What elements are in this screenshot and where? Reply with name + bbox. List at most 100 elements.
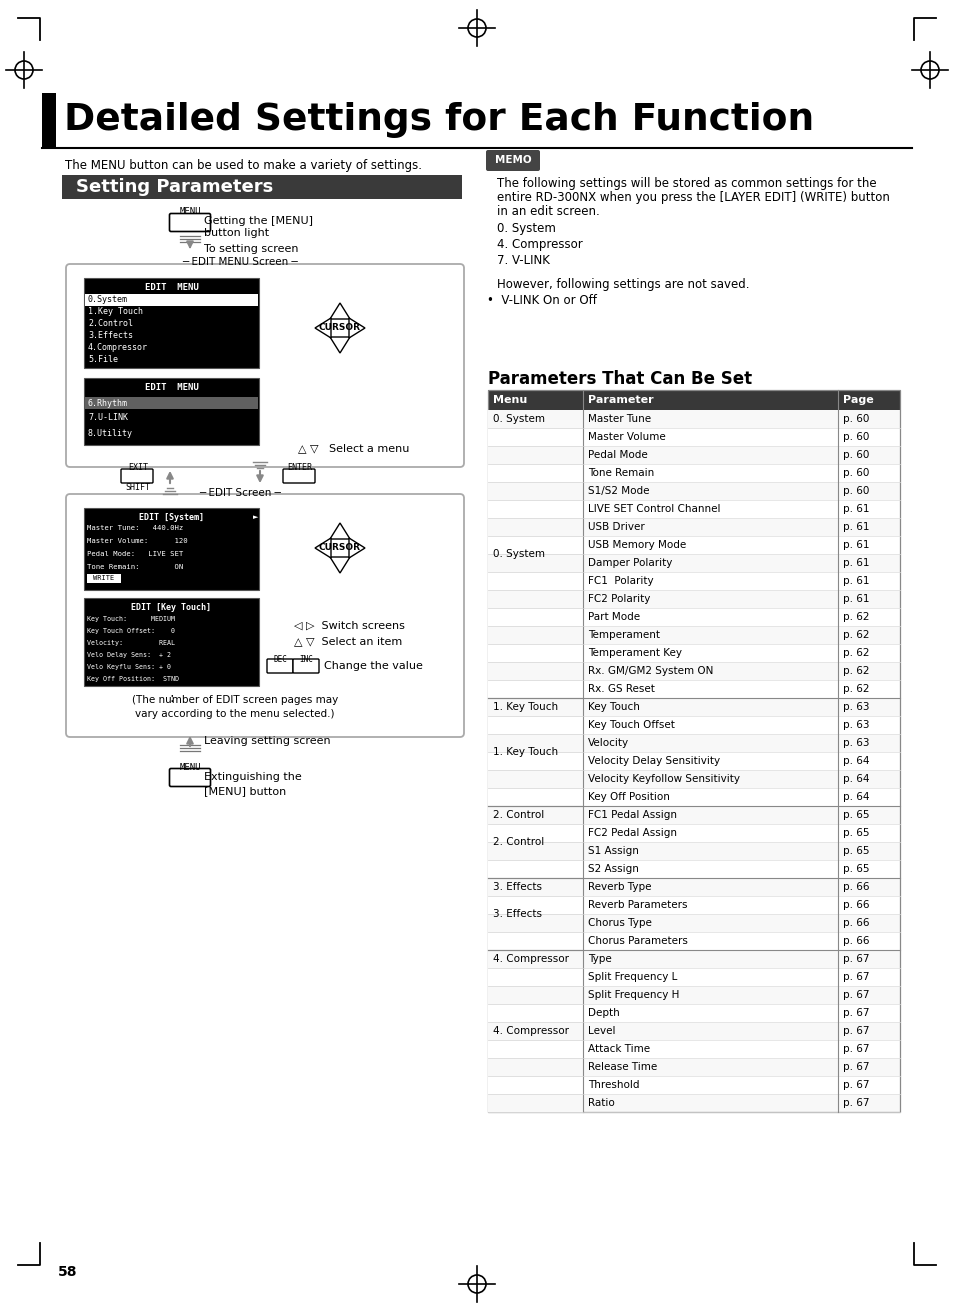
Bar [488,609,899,626]
Text: p. 61: p. 61 [842,539,868,550]
Text: ─ EDIT Screen ─: ─ EDIT Screen ─ [199,488,280,498]
Text: 3. Effects: 3. Effects [493,909,541,919]
Text: 6.Rhythm: 6.Rhythm [88,398,128,407]
Bar [488,788,582,806]
Text: Ratio: Ratio [587,1098,614,1107]
Text: FC1  Polarity: FC1 Polarity [587,576,653,586]
Bar [62,175,461,199]
Text: Rx. GM/GM2 System ON: Rx. GM/GM2 System ON [587,666,713,677]
Text: Pedal Mode: Pedal Mode [587,451,647,460]
Text: p. 67: p. 67 [842,1043,868,1054]
Polygon shape [330,337,350,353]
Bar [488,464,582,482]
Polygon shape [330,522,350,539]
Bar [42,93,56,148]
Bar [488,554,899,572]
Bar [488,500,582,518]
Bar [488,535,899,554]
Text: Release Time: Release Time [587,1062,657,1072]
Text: ENTER: ENTER [287,464,313,473]
Text: Attack Time: Attack Time [587,1043,649,1054]
Text: Change the value: Change the value [324,661,422,671]
Text: p. 61: p. 61 [842,558,868,568]
FancyBboxPatch shape [485,150,539,171]
Text: SHIFT: SHIFT [126,483,151,492]
Text: p. 67: p. 67 [842,972,868,982]
Text: Velocity:         REAL: Velocity: REAL [87,640,174,646]
Bar [488,878,582,896]
Text: Part Mode: Part Mode [587,613,639,622]
Text: Split Frequency H: Split Frequency H [587,990,679,1000]
Bar [488,662,899,680]
FancyBboxPatch shape [170,213,211,231]
Text: Tone Remain: Tone Remain [587,468,654,478]
Polygon shape [330,556,350,573]
Bar [488,842,899,859]
Bar [488,859,582,878]
Text: △ ▽   Select a menu: △ ▽ Select a menu [297,443,409,453]
Bar [488,752,582,771]
Text: p. 66: p. 66 [842,936,868,946]
Text: Chorus Parameters: Chorus Parameters [587,936,687,946]
Text: p. 62: p. 62 [842,629,868,640]
Text: ►: ► [253,515,258,520]
Bar [488,428,582,447]
Text: Key Touch Offset: Key Touch Offset [587,720,674,730]
Text: Key Touch:      MEDIUM: Key Touch: MEDIUM [87,616,174,622]
Text: 58: 58 [58,1266,77,1279]
Text: S1/S2 Mode: S1/S2 Mode [587,486,649,496]
Text: However, following settings are not saved.: However, following settings are not save… [497,278,749,291]
Text: MENU: MENU [179,763,200,772]
Text: EDIT  MENU: EDIT MENU [145,383,198,392]
Bar [488,949,899,968]
Bar [488,500,899,518]
Text: p. 61: p. 61 [842,594,868,603]
Bar [488,1076,582,1094]
Text: Level: Level [587,1027,615,1036]
Text: 4. Compressor: 4. Compressor [493,953,568,964]
Text: EXIT: EXIT [128,464,148,473]
Text: Damper Polarity: Damper Polarity [587,558,672,568]
Polygon shape [330,303,350,319]
Text: To setting screen: To setting screen [204,244,298,253]
Text: vary according to the menu selected.): vary according to the menu selected.) [135,709,335,720]
Bar [84,278,258,368]
Text: p. 65: p. 65 [842,828,868,838]
Bar [488,734,899,752]
Bar [488,716,582,734]
Bar [488,986,582,1004]
Text: △ ▽  Select an item: △ ▽ Select an item [294,636,402,646]
Text: p. 65: p. 65 [842,846,868,855]
Bar [84,598,258,686]
Text: 1. Key Touch: 1. Key Touch [493,747,558,757]
Bar [488,734,582,752]
Bar [488,482,899,500]
Text: Reverb Type: Reverb Type [587,882,651,892]
Text: Key Touch: Key Touch [587,703,639,712]
FancyBboxPatch shape [121,469,152,483]
Text: 2. Control: 2. Control [493,837,543,848]
Bar [488,1094,582,1111]
Bar [488,771,899,788]
Text: 7. V-LINK: 7. V-LINK [497,253,549,266]
Text: p. 67: p. 67 [842,953,868,964]
Text: p. 66: p. 66 [842,918,868,929]
Text: FC1 Pedal Assign: FC1 Pedal Assign [587,810,677,820]
Bar [488,626,899,644]
Text: 0. System: 0. System [493,414,544,424]
Text: [MENU] button: [MENU] button [204,786,286,795]
Text: p. 60: p. 60 [842,414,868,424]
FancyBboxPatch shape [66,264,463,468]
Text: p. 64: p. 64 [842,756,868,767]
Bar [488,1040,582,1058]
Bar [488,590,582,609]
Bar [488,482,582,500]
Text: p. 61: p. 61 [842,504,868,515]
Text: ◁ ▷  Switch screens: ◁ ▷ Switch screens [294,620,404,631]
Bar [488,572,899,590]
Text: 0.System: 0.System [88,295,128,304]
Text: 8.Utility: 8.Utility [88,428,132,438]
Text: S2 Assign: S2 Assign [587,865,639,874]
Text: p. 62: p. 62 [842,666,868,677]
Text: Velo Delay Sens:  + 2: Velo Delay Sens: + 2 [87,652,171,658]
